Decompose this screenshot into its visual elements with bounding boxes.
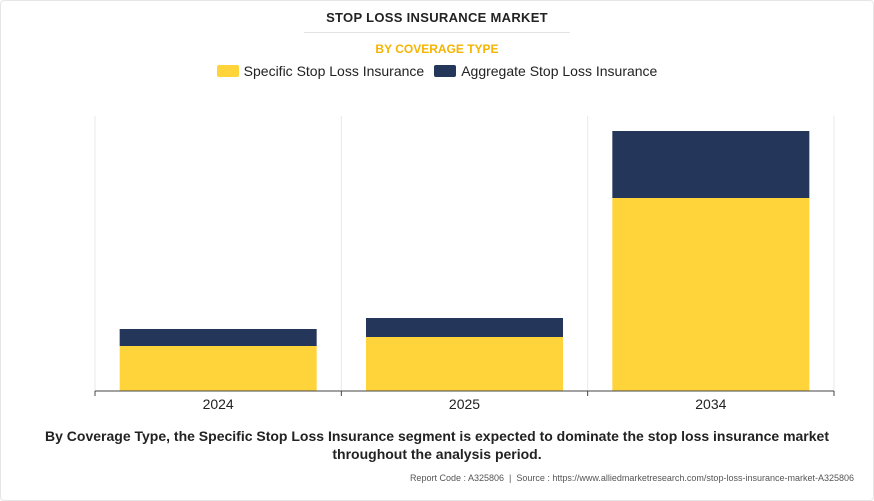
legend-label-aggregate: Aggregate Stop Loss Insurance <box>461 63 658 79</box>
legend-swatch-aggregate <box>434 65 457 77</box>
source-separator: | <box>509 473 512 483</box>
bar-specific-2024[interactable] <box>119 346 317 391</box>
chart-title: STOP LOSS INSURANCE MARKET <box>326 10 548 25</box>
source-line: Report Code : A325806 | Source : https://w… <box>410 473 854 483</box>
x-tick-label-2034: 2034 <box>695 396 726 412</box>
chart-caption: By Coverage Type, the Specific Stop Loss… <box>45 428 829 462</box>
bar-aggregate-2024[interactable] <box>119 329 317 346</box>
legend: Specific Stop Loss Insurance Aggregate S… <box>0 63 874 79</box>
chart-subtitle: BY COVERAGE TYPE <box>375 42 499 56</box>
legend-swatch-specific <box>216 65 239 77</box>
title-divider <box>304 32 570 33</box>
bar-aggregate-2034[interactable] <box>612 131 810 198</box>
legend-item-specific[interactable]: Specific Stop Loss Insurance <box>216 63 425 79</box>
legend-item-aggregate[interactable]: Aggregate Stop Loss Insurance <box>434 63 657 79</box>
legend-label-specific: Specific Stop Loss Insurance <box>243 63 425 79</box>
bar-aggregate-2025[interactable] <box>366 318 563 337</box>
source-url: Source : https://www.alliedmarketresearc… <box>516 473 854 483</box>
bar-specific-2025[interactable] <box>366 337 563 391</box>
x-tick-label-2025: 2025 <box>449 396 480 412</box>
bar-specific-2034[interactable] <box>612 198 810 391</box>
x-tick-label-2024: 2024 <box>203 396 234 412</box>
report-code: Report Code : A325806 <box>409 473 505 483</box>
